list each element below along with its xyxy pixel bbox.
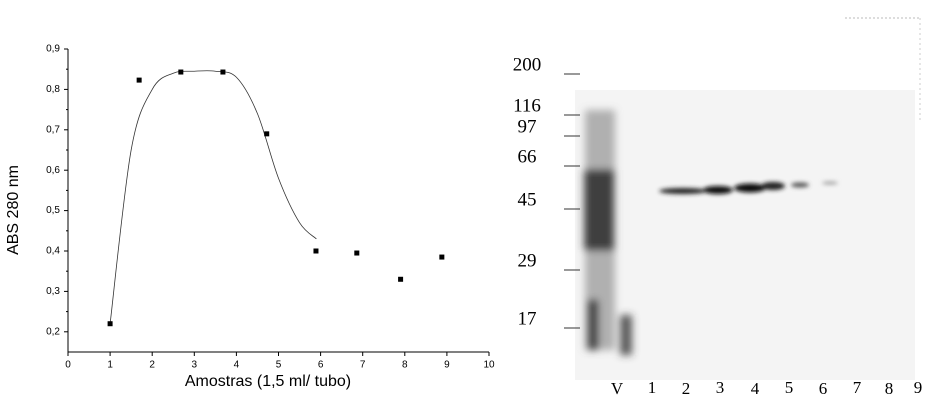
gel-lane-v xyxy=(584,110,632,355)
x-tick-label: 9 xyxy=(444,360,450,371)
marker-label: 17 xyxy=(518,308,537,329)
x-tick-label: 5 xyxy=(276,360,282,371)
data-point xyxy=(354,250,360,256)
data-point xyxy=(107,321,113,327)
data-point xyxy=(178,69,184,75)
x-tick-label: 3 xyxy=(192,360,198,371)
y-axis-label: ABS 280 nm xyxy=(5,165,22,255)
y-tick-label: 0,3 xyxy=(46,286,60,297)
x-tick-label: 8 xyxy=(402,360,408,371)
lane-label: 1 xyxy=(648,378,657,397)
data-point xyxy=(439,254,445,260)
x-axis-label: Amostras (1,5 ml/ tubo) xyxy=(185,373,351,390)
x-tick-label: 7 xyxy=(360,360,366,371)
gel-bands xyxy=(659,181,838,194)
marker-label: 66 xyxy=(518,146,537,167)
y-tick-label: 0,5 xyxy=(46,205,60,216)
lane-label: V xyxy=(611,379,624,398)
lane-label: 3 xyxy=(716,378,725,397)
x-tick-label: 0 xyxy=(65,360,71,371)
data-point xyxy=(264,131,270,137)
lane-label: 6 xyxy=(819,379,828,398)
y-tick-label: 0,6 xyxy=(46,165,60,176)
lane-label: 2 xyxy=(682,379,691,398)
marker-label: 116 xyxy=(513,95,541,116)
lane-label: 9 xyxy=(914,378,923,397)
data-point xyxy=(220,69,226,75)
y-tick-label: 0,9 xyxy=(46,44,60,55)
y-tick-label: 0,7 xyxy=(46,124,60,135)
data-point xyxy=(313,248,319,254)
marker-label: 97 xyxy=(518,116,537,137)
lane-label: 5 xyxy=(785,378,794,397)
y-tick-label: 0,2 xyxy=(46,326,60,337)
marker-label: 45 xyxy=(518,189,537,210)
lane-label: 7 xyxy=(853,378,862,397)
x-tick-label: 10 xyxy=(483,360,495,371)
marker-label: 200 xyxy=(513,54,542,75)
fit-curve xyxy=(109,70,317,324)
marker-label: 29 xyxy=(518,250,537,271)
y-tick-label: 0,4 xyxy=(46,246,60,257)
data-point xyxy=(398,276,404,282)
x-tick-label: 2 xyxy=(149,360,155,371)
lane-label: 4 xyxy=(751,379,760,398)
x-tick-label: 1 xyxy=(107,360,113,371)
x-tick-label: 6 xyxy=(318,360,324,371)
lane-label: 8 xyxy=(885,379,894,398)
x-tick-label: 4 xyxy=(234,360,240,371)
y-tick-label: 0,8 xyxy=(46,84,60,95)
data-point xyxy=(136,77,142,83)
